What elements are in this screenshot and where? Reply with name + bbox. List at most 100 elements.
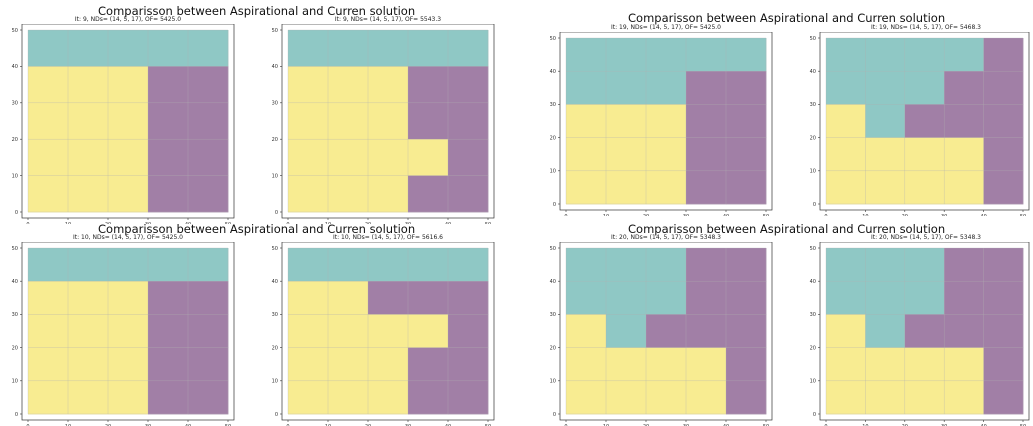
y-tick-label: 40 bbox=[12, 64, 18, 70]
purple-cell bbox=[983, 248, 1024, 282]
purple-cell bbox=[448, 139, 489, 176]
teal-cell bbox=[566, 71, 607, 105]
yellow-cell bbox=[368, 175, 409, 213]
y-tick-label: 20 bbox=[550, 345, 556, 351]
yellow-cell bbox=[328, 314, 369, 348]
purple-cell bbox=[448, 281, 489, 315]
teal-cell bbox=[108, 30, 149, 67]
purple-cell bbox=[686, 71, 727, 105]
teal-cell bbox=[606, 71, 647, 105]
y-tick-label: 0 bbox=[553, 412, 556, 418]
yellow-cell bbox=[566, 314, 607, 348]
teal-cell bbox=[904, 248, 945, 282]
y-tick-label: 50 bbox=[550, 36, 556, 42]
group-title-top-right: Comparisson between Aspirational and Cur… bbox=[628, 11, 946, 25]
yellow-cell bbox=[288, 139, 329, 176]
teal-cell bbox=[368, 30, 409, 67]
y-tick-label: 30 bbox=[272, 312, 278, 318]
purple-cell bbox=[448, 314, 489, 348]
chart-title: It: 20, NDs= (14, 5, 17), OF= 5348.3 bbox=[871, 234, 981, 241]
teal-cell bbox=[448, 30, 489, 67]
teal-cell bbox=[566, 38, 607, 72]
purple-cell bbox=[983, 38, 1024, 72]
y-tick-label: 20 bbox=[272, 137, 278, 143]
yellow-cell bbox=[606, 104, 647, 138]
purple-cell bbox=[686, 314, 727, 348]
teal-cell bbox=[188, 30, 229, 67]
purple-cell bbox=[726, 71, 767, 105]
yellow-cell bbox=[826, 347, 866, 382]
yellow-cell bbox=[826, 380, 866, 415]
y-tick-label: 10 bbox=[550, 169, 556, 175]
teal-cell bbox=[606, 314, 647, 348]
yellow-cell bbox=[944, 380, 984, 415]
purple-cell bbox=[904, 104, 945, 138]
x-tick-label: 30 bbox=[683, 214, 689, 216]
yellow-cell bbox=[28, 139, 69, 176]
purple-cell bbox=[686, 104, 727, 138]
purple-cell bbox=[726, 170, 767, 205]
y-tick-label: 40 bbox=[272, 279, 278, 285]
teal-cell bbox=[944, 38, 984, 72]
yellow-cell bbox=[606, 170, 647, 205]
purple-cell bbox=[983, 71, 1024, 105]
purple-cell bbox=[188, 66, 229, 104]
plot-frame bbox=[819, 32, 1030, 211]
purple-cell bbox=[148, 102, 189, 140]
yellow-cell bbox=[108, 175, 149, 213]
chart-panel: It: 20, NDs= (14, 5, 17), OF= 5348.3 0 10… bbox=[540, 234, 780, 426]
chart-plot: 0102030405001020304050 bbox=[810, 242, 1030, 426]
yellow-cell bbox=[68, 347, 109, 382]
y-tick-label: 0 bbox=[15, 412, 18, 418]
teal-cell bbox=[646, 281, 687, 315]
teal-cell bbox=[188, 248, 229, 282]
teal-cell bbox=[448, 248, 489, 282]
y-tick-label: 50 bbox=[810, 36, 816, 42]
y-tick-label: 40 bbox=[810, 279, 816, 285]
x-tick-label: 50 bbox=[485, 222, 491, 224]
y-tick-label: 50 bbox=[550, 246, 556, 252]
y-tick-label: 30 bbox=[272, 101, 278, 107]
yellow-cell bbox=[68, 281, 109, 315]
purple-cell bbox=[448, 175, 489, 213]
purple-cell bbox=[448, 66, 489, 104]
plot-frame bbox=[559, 242, 773, 421]
y-tick-label: 10 bbox=[12, 173, 18, 179]
y-tick-label: 30 bbox=[550, 102, 556, 108]
purple-cell bbox=[983, 314, 1024, 348]
yellow-cell bbox=[288, 175, 329, 213]
teal-cell bbox=[108, 248, 149, 282]
yellow-cell bbox=[646, 104, 687, 138]
teal-cell bbox=[646, 248, 687, 282]
purple-cell bbox=[944, 281, 984, 315]
x-tick-label: 20 bbox=[105, 222, 111, 224]
teal-cell bbox=[726, 38, 767, 72]
yellow-cell bbox=[28, 314, 69, 348]
teal-cell bbox=[646, 71, 687, 105]
x-tick-label: 0 bbox=[286, 222, 289, 224]
yellow-cell bbox=[28, 281, 69, 315]
teal-cell bbox=[566, 248, 607, 282]
purple-cell bbox=[726, 248, 767, 282]
x-tick-label: 40 bbox=[185, 222, 191, 224]
x-tick-label: 40 bbox=[723, 214, 729, 216]
yellow-cell bbox=[328, 175, 369, 213]
yellow-cell bbox=[328, 380, 369, 415]
teal-cell bbox=[288, 248, 329, 282]
x-tick-label: 0 bbox=[564, 214, 567, 216]
purple-cell bbox=[408, 102, 449, 140]
yellow-cell bbox=[108, 281, 149, 315]
yellow-cell bbox=[68, 102, 109, 140]
yellow-cell bbox=[328, 66, 369, 104]
y-tick-label: 0 bbox=[275, 412, 278, 418]
yellow-cell bbox=[865, 347, 906, 382]
teal-cell bbox=[408, 248, 449, 282]
purple-cell bbox=[408, 380, 449, 415]
purple-cell bbox=[188, 139, 229, 176]
plot-frame bbox=[21, 242, 235, 421]
y-tick-label: 0 bbox=[553, 202, 556, 208]
purple-cell bbox=[983, 281, 1024, 315]
purple-cell bbox=[686, 281, 727, 315]
yellow-cell bbox=[108, 314, 149, 348]
x-tick-label: 10 bbox=[65, 222, 71, 224]
